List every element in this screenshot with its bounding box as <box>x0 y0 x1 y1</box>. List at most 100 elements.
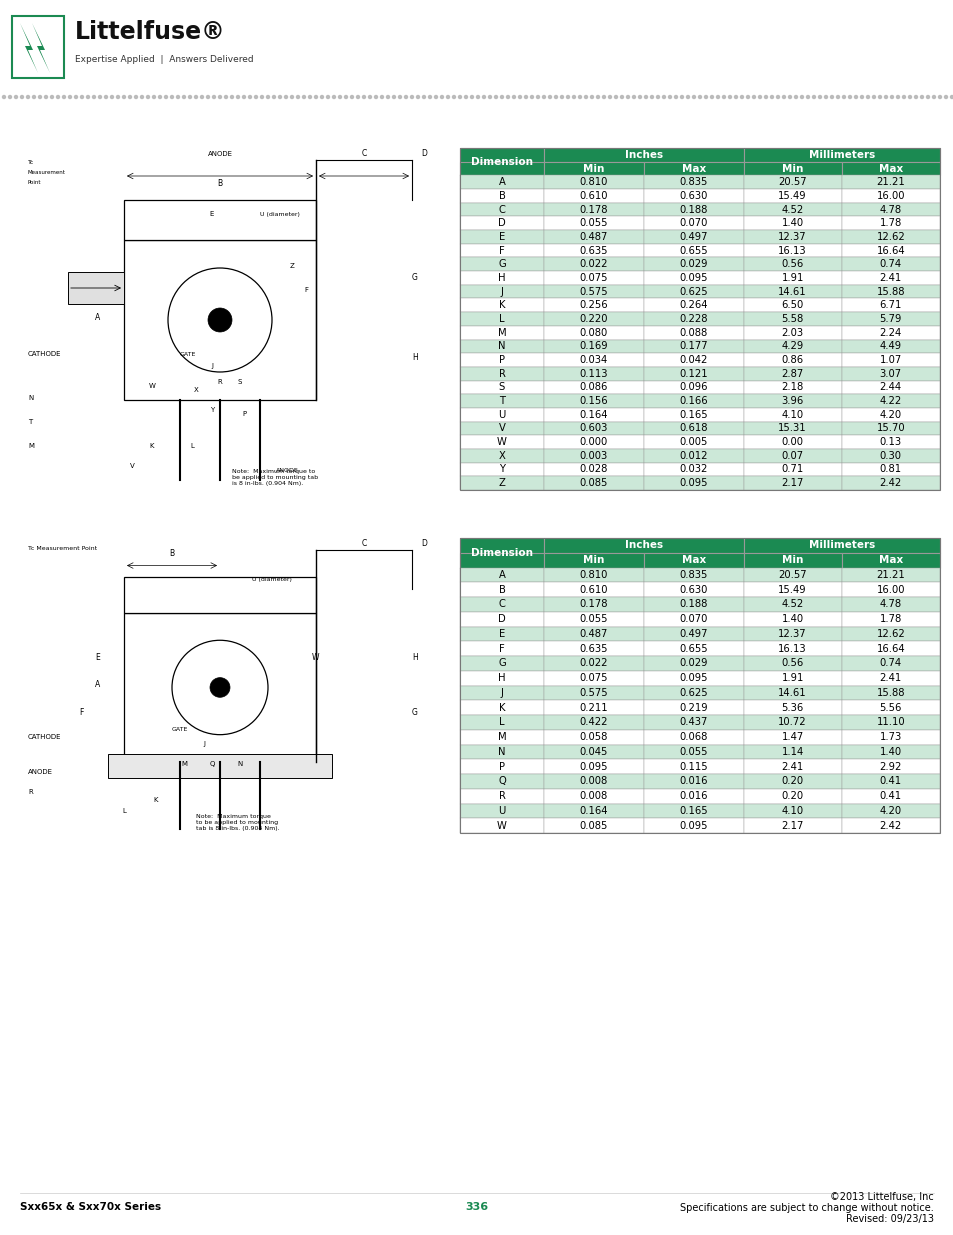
Bar <box>459 435 543 450</box>
Text: 0.497: 0.497 <box>679 629 707 638</box>
Text: 0.188: 0.188 <box>679 599 707 609</box>
Bar <box>643 421 743 435</box>
Bar <box>743 774 841 789</box>
Text: 2.41: 2.41 <box>781 762 803 772</box>
Text: 5.56: 5.56 <box>879 703 901 713</box>
Text: Note:  Maximum torque to
be applied to mounting tab
is 8 in-lbs. (0.904 Nm).: Note: Maximum torque to be applied to mo… <box>232 469 317 487</box>
Bar <box>124 577 315 613</box>
Text: 0.070: 0.070 <box>679 219 707 228</box>
Circle shape <box>698 95 700 99</box>
Bar <box>643 626 743 641</box>
Text: 0.075: 0.075 <box>579 673 607 683</box>
Bar <box>743 685 841 700</box>
Circle shape <box>878 95 881 99</box>
Text: K: K <box>153 797 158 803</box>
Circle shape <box>356 95 359 99</box>
Text: V: V <box>498 424 505 433</box>
Bar <box>459 760 543 774</box>
Text: 0.164: 0.164 <box>579 410 607 420</box>
Text: 0.211: 0.211 <box>579 703 608 713</box>
Circle shape <box>236 95 239 99</box>
Bar <box>643 189 743 203</box>
Bar <box>543 367 643 380</box>
Bar <box>841 189 939 203</box>
Bar <box>643 230 743 243</box>
Bar <box>841 819 939 832</box>
Text: T: T <box>498 396 504 406</box>
Bar <box>743 819 841 832</box>
Bar <box>643 326 743 340</box>
Bar <box>543 216 643 230</box>
Bar <box>643 408 743 421</box>
Text: 4.29: 4.29 <box>781 341 803 352</box>
Bar <box>643 175 743 189</box>
Text: 0.41: 0.41 <box>879 792 901 802</box>
Bar <box>643 568 743 582</box>
Text: GATE: GATE <box>180 352 196 357</box>
Circle shape <box>208 308 232 332</box>
Bar <box>841 568 939 582</box>
Text: R: R <box>217 379 222 385</box>
Text: K: K <box>498 300 505 310</box>
Text: A: A <box>94 312 100 322</box>
Circle shape <box>619 95 623 99</box>
Text: G: G <box>497 658 505 668</box>
Bar <box>459 745 543 760</box>
Text: F: F <box>304 287 308 293</box>
Bar <box>643 353 743 367</box>
Circle shape <box>231 95 233 99</box>
Circle shape <box>189 95 192 99</box>
Bar <box>743 243 841 257</box>
Circle shape <box>608 95 611 99</box>
Bar <box>543 408 643 421</box>
Bar <box>459 538 543 568</box>
Text: 0.20: 0.20 <box>781 777 802 787</box>
Text: 0.835: 0.835 <box>679 177 707 188</box>
Text: 0.422: 0.422 <box>579 718 607 727</box>
Text: U: U <box>497 410 505 420</box>
Circle shape <box>242 95 245 99</box>
Circle shape <box>710 95 713 99</box>
Bar <box>841 394 939 408</box>
Circle shape <box>836 95 839 99</box>
Bar <box>543 700 643 715</box>
Bar <box>743 626 841 641</box>
Circle shape <box>260 95 263 99</box>
Bar <box>459 611 543 626</box>
Text: Y: Y <box>210 408 213 412</box>
Bar <box>643 257 743 272</box>
Text: 1.78: 1.78 <box>879 219 901 228</box>
Bar <box>841 203 939 216</box>
Circle shape <box>368 95 371 99</box>
Bar <box>459 553 543 568</box>
Bar <box>841 450 939 463</box>
Bar <box>459 257 543 272</box>
Bar <box>743 421 841 435</box>
Bar <box>543 477 643 490</box>
Text: 1.40: 1.40 <box>781 614 802 624</box>
Text: 0.115: 0.115 <box>679 762 707 772</box>
Circle shape <box>213 95 215 99</box>
Circle shape <box>20 95 24 99</box>
Bar <box>743 804 841 819</box>
Text: P: P <box>498 354 504 366</box>
Circle shape <box>740 95 742 99</box>
Text: N: N <box>497 341 505 352</box>
Circle shape <box>200 95 203 99</box>
Circle shape <box>949 95 952 99</box>
Text: G: G <box>412 708 417 718</box>
Bar <box>459 353 543 367</box>
Text: F: F <box>498 246 504 256</box>
Text: 0.085: 0.085 <box>579 478 607 488</box>
Text: 0.156: 0.156 <box>579 396 608 406</box>
Circle shape <box>632 95 635 99</box>
Circle shape <box>902 95 904 99</box>
Text: 4.20: 4.20 <box>879 806 901 816</box>
Circle shape <box>914 95 917 99</box>
Text: 2.18: 2.18 <box>781 383 803 393</box>
Circle shape <box>302 95 305 99</box>
Circle shape <box>140 95 143 99</box>
Bar <box>643 671 743 685</box>
Circle shape <box>14 95 17 99</box>
Text: GATE: GATE <box>172 726 188 731</box>
